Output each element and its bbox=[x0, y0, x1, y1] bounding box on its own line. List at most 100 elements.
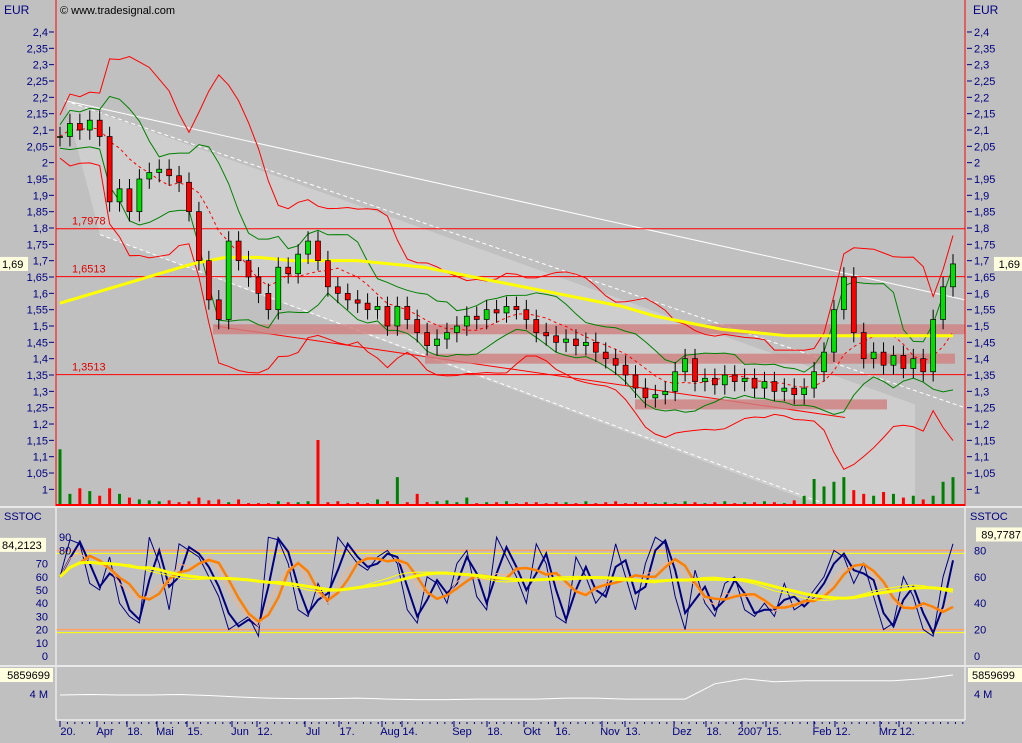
volume-bar bbox=[911, 495, 915, 505]
candle bbox=[394, 306, 401, 327]
stoch-tick-left: 60 bbox=[36, 572, 48, 584]
volume-bar bbox=[921, 499, 925, 505]
candle bbox=[414, 319, 421, 333]
volume-bar bbox=[762, 501, 766, 505]
volume-bar bbox=[862, 493, 866, 505]
x-tick-label: 2007 bbox=[738, 726, 762, 738]
price-tick-left: 2,3 bbox=[33, 60, 48, 72]
price-tick-right: 2 bbox=[974, 158, 980, 170]
bottom-indicator-panel: 5859699 5859699 4 M 4 M bbox=[0, 668, 1022, 701]
candle bbox=[841, 276, 847, 311]
volume-bar bbox=[336, 501, 340, 505]
candle bbox=[831, 309, 837, 353]
price-tick-left: 1,4 bbox=[33, 354, 48, 366]
volume-bar bbox=[772, 502, 776, 505]
volume-bar bbox=[931, 495, 935, 505]
last-price-badge-right bbox=[994, 256, 1022, 271]
volume-bar bbox=[118, 493, 122, 505]
volume-bar bbox=[98, 495, 102, 505]
volume-bar bbox=[316, 440, 320, 505]
currency-right: EUR bbox=[973, 3, 999, 17]
price-tick-right: 1,95 bbox=[974, 174, 995, 186]
x-tick-label: Sep bbox=[452, 726, 472, 738]
stoch-slow-line bbox=[58, 560, 954, 600]
candle bbox=[672, 371, 679, 392]
price-tick-left: 1,9 bbox=[33, 190, 48, 202]
volume-bar bbox=[941, 481, 945, 505]
candle bbox=[860, 332, 867, 360]
volume-bar bbox=[792, 500, 796, 505]
price-tick-left: 1,7 bbox=[33, 256, 48, 268]
stoch-value-left: 84,2123 bbox=[2, 540, 42, 552]
price-tick-right: 1,15 bbox=[974, 435, 995, 447]
volume-bar bbox=[435, 501, 439, 505]
volume-bar bbox=[276, 501, 280, 505]
price-tick-left: 1,95 bbox=[27, 174, 48, 186]
price-tick-right: 2,15 bbox=[974, 109, 995, 121]
candle bbox=[225, 240, 232, 320]
volume-bar bbox=[108, 488, 112, 505]
candle bbox=[205, 260, 212, 301]
keltner-band-upper bbox=[59, 95, 954, 373]
candle bbox=[325, 260, 331, 288]
candle bbox=[106, 136, 113, 203]
price-tick-left: 2 bbox=[42, 158, 48, 170]
x-tick-label: 14. bbox=[402, 726, 417, 738]
indicator-tick-right: 4 M bbox=[974, 689, 992, 701]
volume-bar bbox=[524, 502, 528, 505]
volume-bar bbox=[167, 500, 171, 505]
volume-bar bbox=[812, 479, 816, 505]
price-tick-right: 1,55 bbox=[974, 305, 995, 317]
price-tick-right: 2,4 bbox=[974, 27, 989, 39]
volume-bar bbox=[187, 501, 191, 505]
candle bbox=[870, 351, 877, 360]
volume-bar bbox=[376, 499, 380, 505]
price-tick-right: 2,3 bbox=[974, 60, 989, 72]
volume-bar bbox=[217, 499, 221, 505]
x-tick-label: 18. bbox=[706, 726, 721, 738]
candle bbox=[940, 286, 946, 320]
candle bbox=[592, 341, 599, 353]
candle bbox=[900, 355, 907, 369]
volume-bar bbox=[852, 490, 856, 505]
price-tick-left: 1,2 bbox=[33, 419, 48, 431]
bollinger-band-lower bbox=[59, 157, 954, 471]
volume-bar bbox=[58, 449, 62, 505]
volume-bar bbox=[633, 502, 637, 505]
price-tick-right: 1,2 bbox=[974, 419, 989, 431]
volume-bar bbox=[554, 502, 558, 505]
volume-bar bbox=[385, 501, 389, 505]
x-tick-label: 12. bbox=[835, 726, 850, 738]
price-tick-left: 1,65 bbox=[27, 272, 48, 284]
price-tick-right: 1,05 bbox=[974, 468, 995, 480]
volume-bar bbox=[395, 477, 399, 505]
volume-bar bbox=[296, 502, 300, 505]
x-tick-label: 18. bbox=[487, 726, 502, 738]
volume-bar bbox=[753, 502, 757, 505]
volume-bar bbox=[356, 502, 360, 505]
price-tick-right: 1,85 bbox=[974, 207, 995, 219]
candle bbox=[573, 338, 579, 346]
support-zone bbox=[213, 324, 965, 335]
candle bbox=[136, 178, 143, 213]
price-tick-left: 2,05 bbox=[27, 141, 48, 153]
candle bbox=[712, 377, 718, 386]
x-tick-label: 16. bbox=[555, 726, 570, 738]
stoch-value-right: 89,7787 bbox=[981, 529, 1021, 541]
price-tick-right: 1,65 bbox=[974, 272, 995, 284]
volume-bar bbox=[88, 491, 92, 505]
price-tick-right: 2,05 bbox=[974, 141, 995, 153]
candle bbox=[146, 172, 153, 180]
candle bbox=[156, 168, 163, 173]
price-tick-right: 1,5 bbox=[974, 321, 989, 333]
volume-bar bbox=[693, 502, 697, 505]
volume-bar bbox=[68, 493, 72, 505]
volume-bar bbox=[147, 500, 151, 505]
price-tick-right: 1,25 bbox=[974, 403, 995, 415]
stoch-tick-left: 10 bbox=[36, 638, 48, 650]
candle bbox=[86, 119, 93, 131]
candle bbox=[215, 299, 222, 320]
candle bbox=[880, 351, 887, 366]
stoch-tick-left: 0 bbox=[42, 651, 48, 663]
